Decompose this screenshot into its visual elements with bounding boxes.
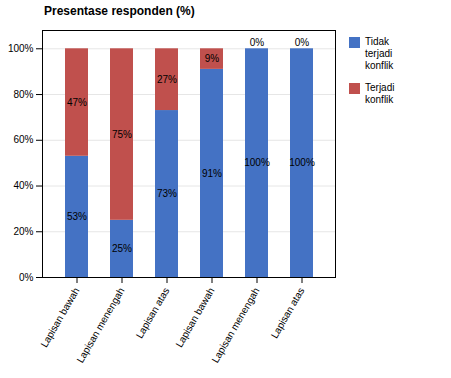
svg-text:25%: 25%: [112, 243, 132, 254]
svg-text:60%: 60%: [13, 134, 33, 145]
html-text:Tidak terjadi konflik: Tidak terjadi konflik: [365, 36, 394, 71]
html-text:Presentase responden (%): Presentase responden (%): [44, 4, 195, 18]
svg-text:91%: 91%: [202, 168, 222, 179]
svg-text:80%: 80%: [13, 89, 33, 100]
svg-text:47%: 47%: [67, 97, 87, 108]
svg-text:0%: 0%: [250, 37, 265, 48]
svg-text:75%: 75%: [112, 129, 132, 140]
svg-text:73%: 73%: [157, 188, 177, 199]
svg-text:0%: 0%: [19, 272, 34, 283]
svg-text:20%: 20%: [13, 226, 33, 237]
svg-text:Lapisan menengah: Lapisan menengah: [209, 286, 261, 365]
svg-text:0%: 0%: [295, 37, 310, 48]
svg-text:40%: 40%: [13, 180, 33, 191]
svg-text:Lapisan menengah: Lapisan menengah: [74, 286, 126, 365]
svg-text:53%: 53%: [67, 211, 87, 222]
svg-text:100%: 100%: [244, 157, 270, 168]
svg-text:Lapisan bawah: Lapisan bawah: [173, 286, 216, 350]
svg-text:100%: 100%: [8, 43, 34, 54]
html-text:Terjadi konflik: Terjadi konflik: [365, 82, 395, 105]
svg-text:Lapisan atas: Lapisan atas: [134, 286, 172, 341]
svg-text:27%: 27%: [157, 74, 177, 85]
svg-text:9%: 9%: [205, 53, 220, 64]
svg-text:Lapisan atas: Lapisan atas: [269, 286, 307, 341]
svg-text:100%: 100%: [289, 157, 315, 168]
svg-text:Lapisan bawah: Lapisan bawah: [38, 286, 81, 350]
